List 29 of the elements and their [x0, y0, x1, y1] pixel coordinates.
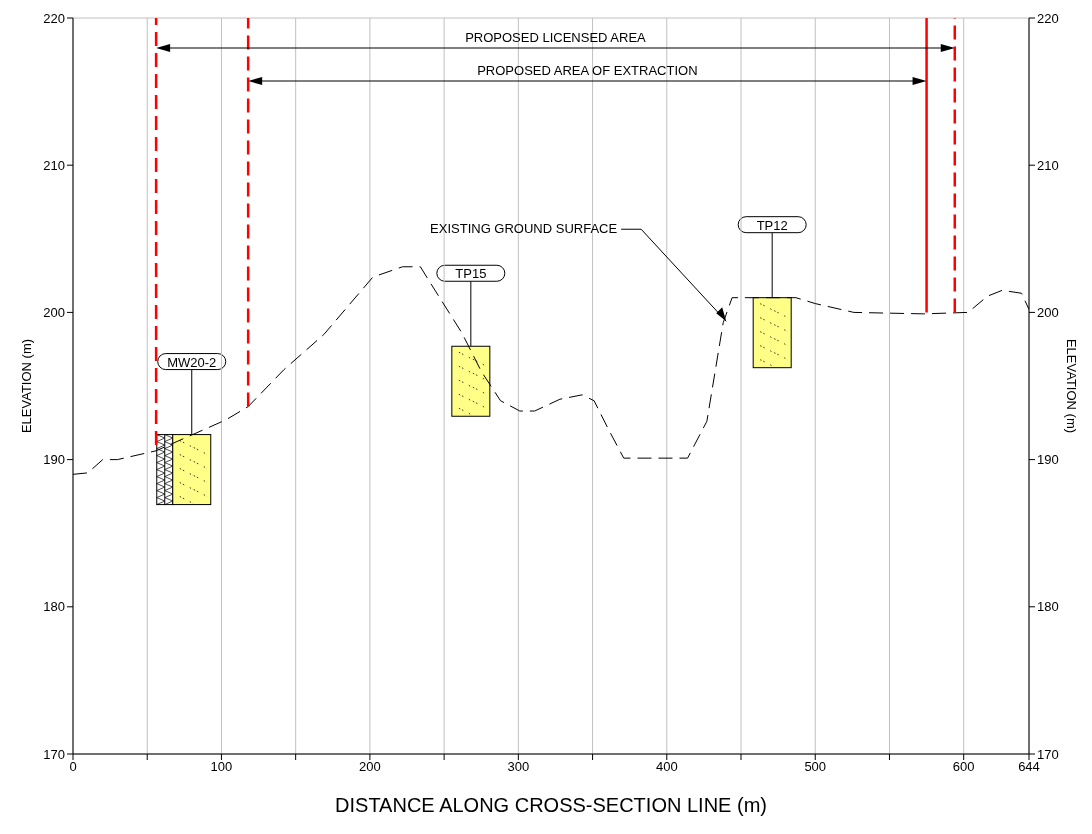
y-tick-label: 190 — [43, 452, 65, 468]
annotation: PROPOSED AREA OF EXTRACTION — [477, 63, 698, 78]
annotation: MW20-2 — [167, 354, 217, 370]
x-tick-label: 400 — [655, 759, 678, 775]
y2-tick-label: 180 — [1037, 599, 1059, 615]
y-tick-label: 180 — [43, 599, 65, 615]
y2-tick-label: 200 — [1037, 305, 1059, 321]
annotation: TP12 — [756, 217, 788, 233]
x-tick-label: 600 — [952, 759, 975, 775]
annotation: PROPOSED LICENSED AREA — [465, 30, 647, 45]
x-tick-label: 100 — [210, 759, 233, 775]
y2-axis-title: ELEVATION (m) — [1064, 338, 1080, 434]
y-tick-label: 210 — [43, 157, 65, 173]
x-tick-label: 0 — [69, 759, 77, 775]
y-tick-label: 220 — [43, 10, 65, 26]
y-tick-label: 170 — [43, 746, 65, 762]
x-tick-label: 500 — [804, 759, 827, 775]
y2-tick-label: 210 — [1037, 157, 1059, 173]
x-tick-label: 300 — [507, 759, 530, 775]
y-axis-title: ELEVATION (m) — [18, 338, 34, 434]
y-tick-label: 200 — [43, 305, 65, 321]
x-axis-title: DISTANCE ALONG CROSS-SECTION LINE (m) — [335, 794, 767, 816]
annotation: EXISTING GROUND SURFACE — [430, 221, 618, 237]
y2-tick-label: 220 — [1037, 10, 1059, 26]
x-tick-label: 200 — [359, 759, 381, 775]
y2-tick-label: 190 — [1037, 452, 1059, 468]
x-tick-label: 644 — [1018, 759, 1040, 775]
annotation: TP15 — [455, 266, 487, 282]
y2-tick-label: 170 — [1037, 746, 1059, 762]
